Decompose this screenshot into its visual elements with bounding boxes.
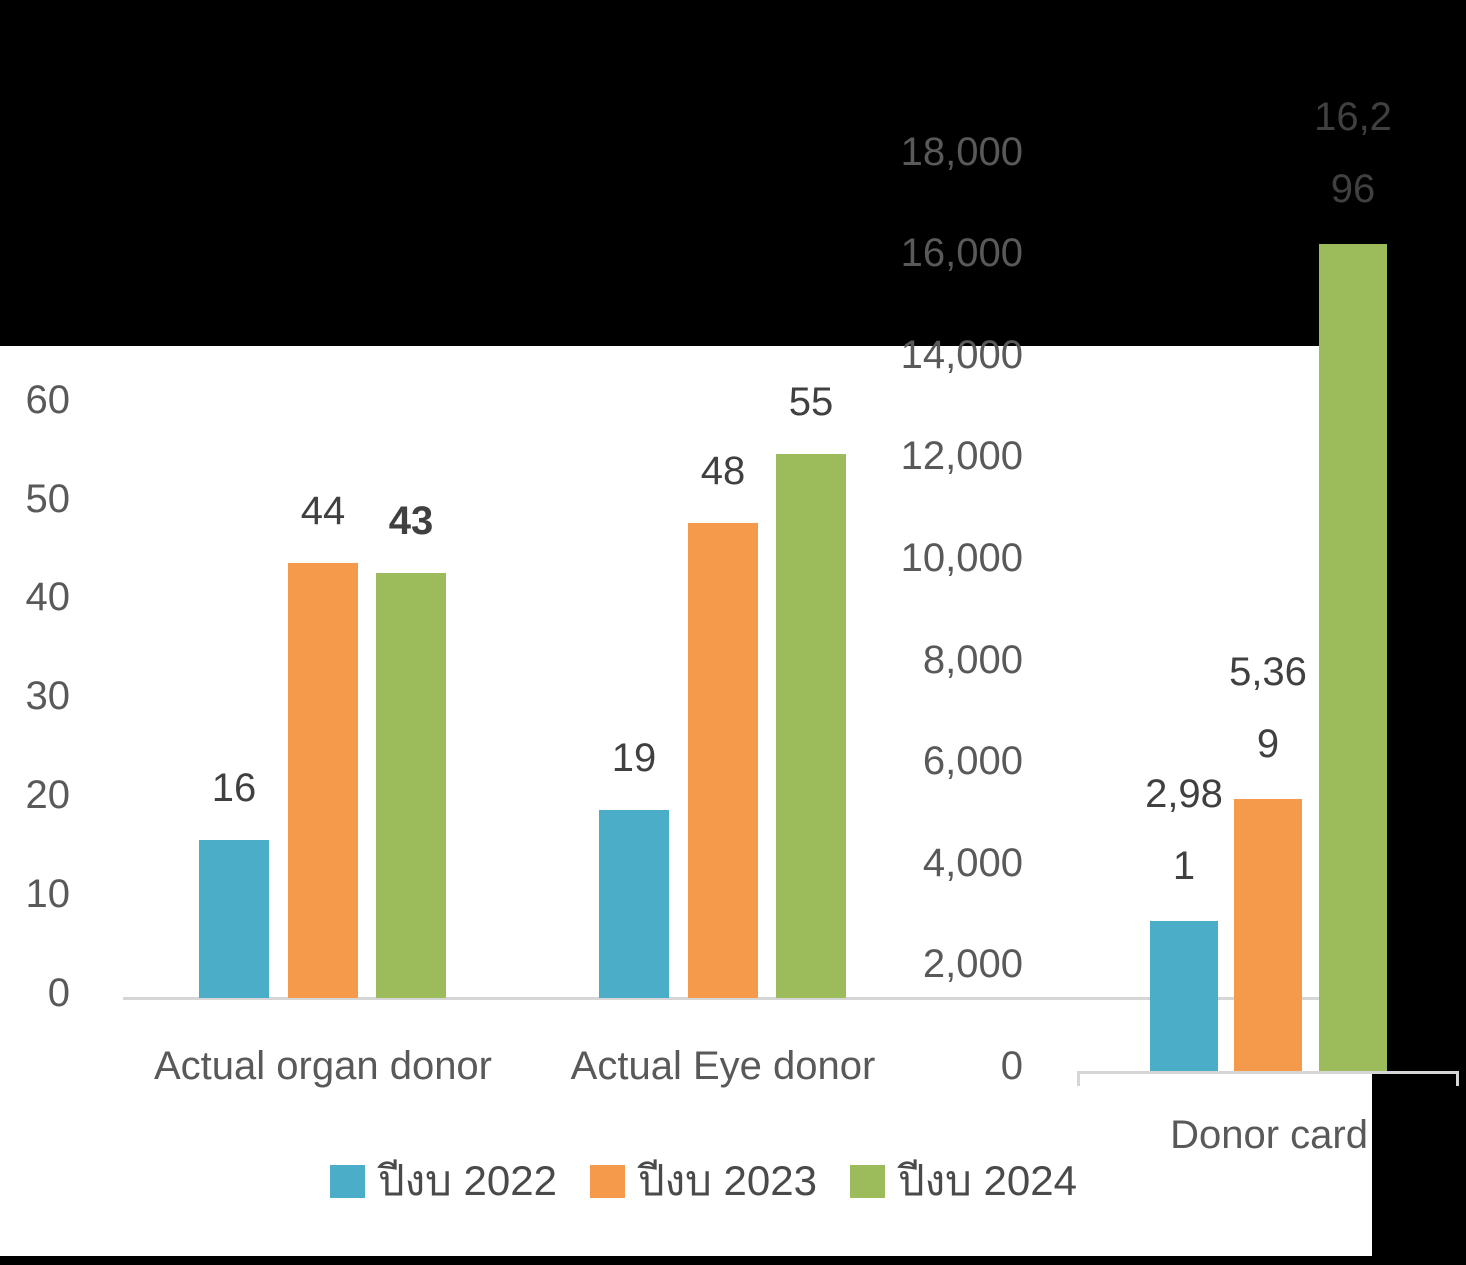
- data-label-line: 9: [1256, 722, 1280, 766]
- bar: [1150, 921, 1218, 1072]
- bar: [599, 810, 669, 998]
- data-label-line: 2,98: [1145, 772, 1223, 816]
- data-label: 43: [388, 499, 434, 543]
- bar: [776, 454, 846, 998]
- data-label: 48: [700, 449, 746, 493]
- y-axis-tick-label: 50: [25, 476, 71, 521]
- legend-swatch: [330, 1165, 365, 1198]
- data-label-line: 1: [1172, 844, 1196, 888]
- bar: [1319, 244, 1387, 1072]
- y-axis-tick-label: 6,000: [922, 739, 1023, 784]
- bar: [1234, 799, 1302, 1072]
- legend-label: ปีงบ 2023: [638, 1157, 817, 1204]
- category-label: Actual Eye donor: [570, 1044, 876, 1088]
- y-axis-tick-label: 12,000: [900, 434, 1023, 479]
- y-axis-tick-label: 10: [25, 872, 71, 917]
- y-axis-tick-label: 40: [25, 575, 71, 620]
- bar: [688, 523, 758, 998]
- category-label: Actual organ donor: [153, 1044, 493, 1088]
- y-axis-tick-label: 4,000: [922, 840, 1023, 885]
- bar: [199, 840, 269, 998]
- y-axis-tick-label: 0: [1000, 1044, 1023, 1088]
- data-label-line: 5,36: [1229, 650, 1307, 694]
- y-axis-tick-label: 20: [25, 773, 71, 818]
- x-axis-line: [123, 997, 1319, 1000]
- bar: [288, 563, 358, 998]
- legend-label: ปีงบ 2024: [898, 1157, 1077, 1204]
- bar: [376, 573, 446, 998]
- data-label-line: 96: [1330, 167, 1376, 211]
- data-label: 44: [300, 489, 346, 533]
- legend-label: ปีงบ 2022: [378, 1157, 557, 1204]
- bottom-right-black-overlay: [1372, 1073, 1466, 1265]
- y-axis-tick-label: 14,000: [900, 332, 1023, 377]
- y-axis-tick-label: 8,000: [922, 637, 1023, 682]
- y-axis-tick-label: 10,000: [900, 536, 1023, 580]
- y-axis-tick-label: 18,000: [900, 129, 1023, 174]
- data-label-line: 16,2: [1314, 95, 1392, 139]
- data-label: 19: [611, 736, 657, 780]
- y-axis-tick-label: 30: [25, 674, 71, 719]
- legend-swatch: [590, 1165, 625, 1198]
- y-axis-tick-label: 60: [25, 377, 71, 422]
- y-axis-tick-label: 16,000: [900, 231, 1023, 276]
- y-axis-tick-label: 0: [47, 971, 70, 1015]
- legend-swatch: [850, 1165, 885, 1198]
- y-axis-tick-label: 2,000: [922, 942, 1023, 987]
- category-label: Donor card: [1170, 1113, 1368, 1157]
- data-label: 55: [788, 380, 834, 424]
- data-label: 16: [211, 766, 257, 810]
